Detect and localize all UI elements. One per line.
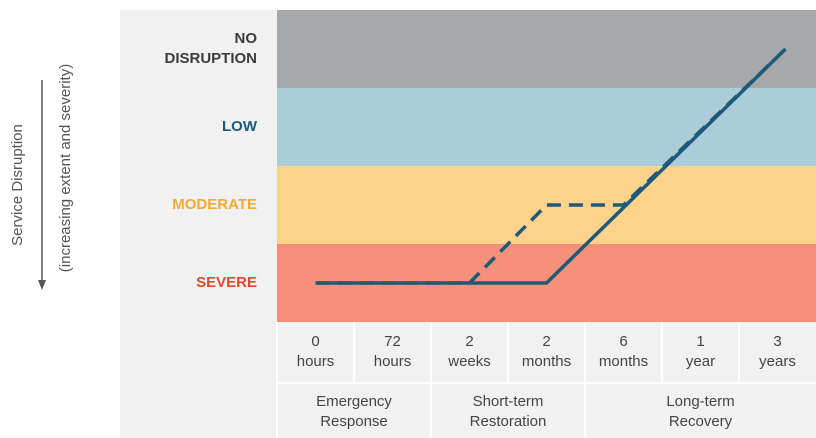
x-tick-label: 6 xyxy=(619,333,627,350)
x-tick-label: weeks xyxy=(447,353,491,370)
phase-row xyxy=(277,384,816,438)
band-label: SEVERE xyxy=(196,274,257,291)
band xyxy=(277,10,816,88)
series-line xyxy=(315,47,787,285)
y-axis-sublabel: (increasing extent and severity) xyxy=(57,64,74,272)
x-tick-label: 72 xyxy=(384,333,401,350)
x-tick-label: 2 xyxy=(542,333,550,350)
phase-label: Recovery xyxy=(669,413,733,430)
axis-arrowhead xyxy=(38,280,46,290)
x-tick-label: 1 xyxy=(696,333,704,350)
band-label: MODERATE xyxy=(172,196,257,213)
y-axis-label: Service Disruption xyxy=(9,124,26,246)
category-row xyxy=(277,322,816,383)
label-panel xyxy=(120,10,277,438)
x-tick-label: 3 xyxy=(773,333,781,350)
phase-label: Restoration xyxy=(470,413,547,430)
band-label: LOW xyxy=(222,118,258,135)
x-tick-label: hours xyxy=(374,353,412,370)
band-label: DISRUPTION xyxy=(164,50,257,67)
x-tick-label: years xyxy=(759,353,796,370)
phase-label: Emergency xyxy=(316,393,392,410)
x-tick-label: months xyxy=(522,353,571,370)
x-tick-label: 2 xyxy=(465,333,473,350)
x-tick-label: 0 xyxy=(311,333,319,350)
band-label: NO xyxy=(235,30,258,47)
x-tick-label: months xyxy=(599,353,648,370)
phase-label: Response xyxy=(320,413,388,430)
band xyxy=(277,88,816,166)
phase-label: Short-term xyxy=(473,393,544,410)
phase-label: Long-term xyxy=(666,393,734,410)
band xyxy=(277,166,816,244)
x-tick-label: hours xyxy=(297,353,335,370)
x-tick-label: year xyxy=(686,353,715,370)
